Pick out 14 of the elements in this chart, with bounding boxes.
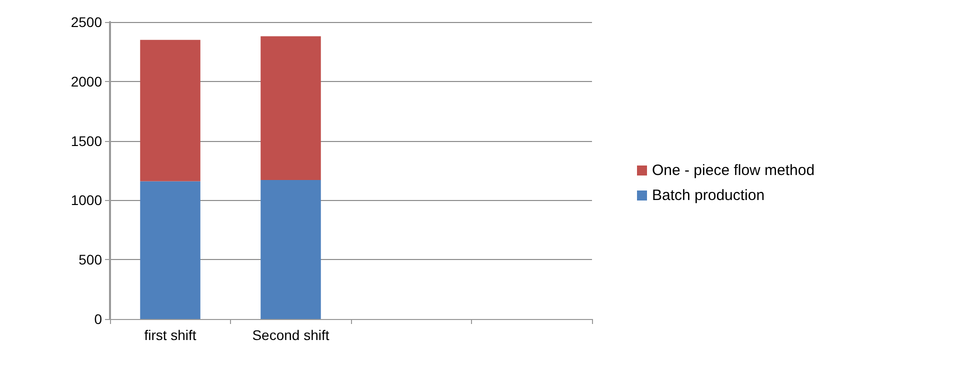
x-tick-label: Second shift <box>252 327 330 343</box>
legend-label: One - piece flow method <box>652 162 815 179</box>
y-tick-label: 500 <box>78 252 102 268</box>
bar <box>140 40 200 182</box>
y-tick-label: 1000 <box>70 192 102 208</box>
y-tick-label: 1500 <box>70 132 102 149</box>
y-tick-label: 0 <box>94 311 102 327</box>
legend-label: Batch production <box>652 187 765 204</box>
bar <box>260 36 321 180</box>
y-tick-label: 2000 <box>70 73 102 90</box>
bar <box>260 180 321 319</box>
y-tick-label: 2500 <box>70 14 102 30</box>
x-tick-label: first shift <box>144 327 196 343</box>
bar <box>140 181 200 319</box>
